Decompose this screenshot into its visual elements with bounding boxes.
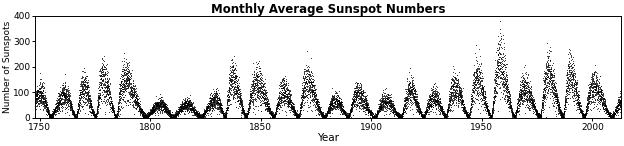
X-axis label: Year: Year [317, 133, 339, 143]
Y-axis label: Number of Sunspots: Number of Sunspots [2, 21, 12, 113]
Title: Monthly Average Sunspot Numbers: Monthly Average Sunspot Numbers [211, 3, 446, 16]
